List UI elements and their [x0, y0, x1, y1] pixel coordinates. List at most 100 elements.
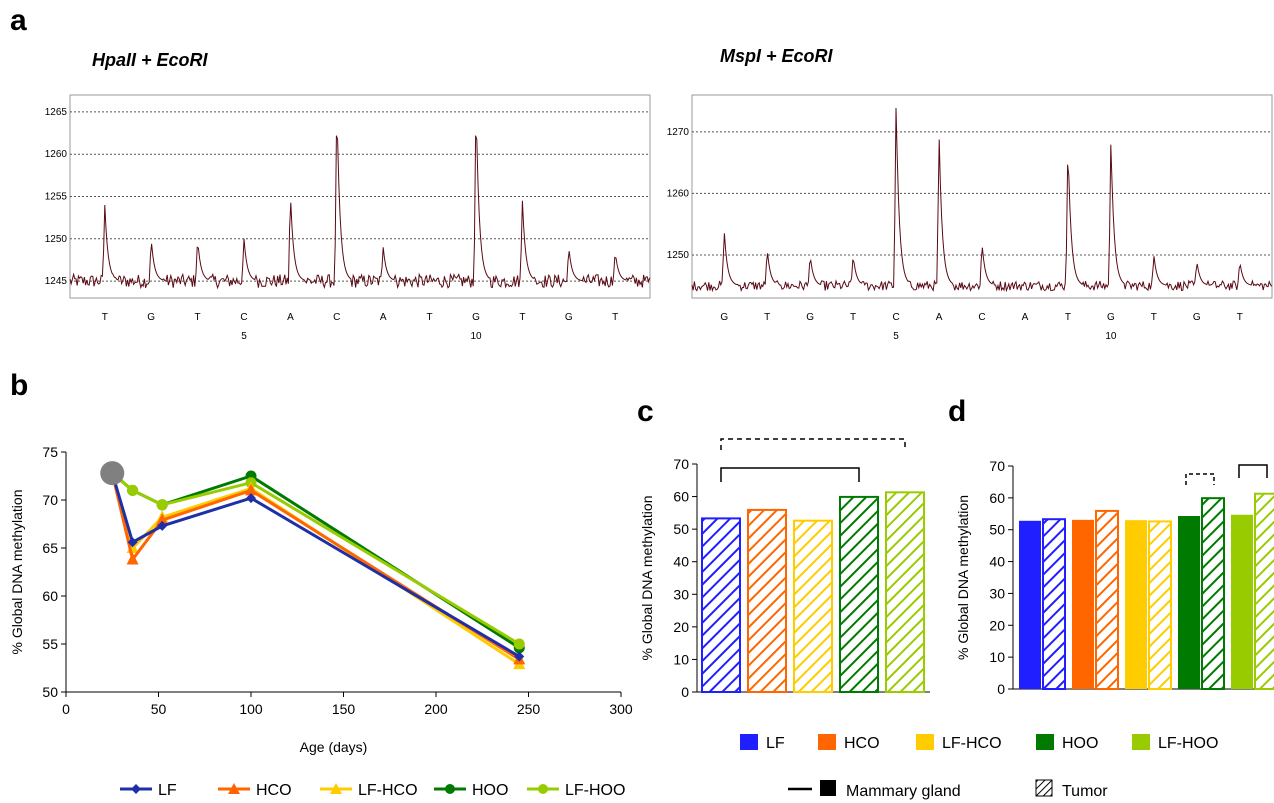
y-tick-label: 20 — [989, 617, 1005, 633]
legend-label-LF-HOO: LF-HOO — [565, 782, 625, 799]
x-tick-label: 50 — [151, 701, 167, 717]
dispensation-label: G — [806, 312, 814, 323]
y-tick-label: 70 — [673, 456, 689, 472]
data-point-HCO — [126, 552, 139, 565]
dispensation-label: T — [195, 312, 201, 323]
data-point-LF — [127, 537, 138, 548]
bar-LF-HCO — [793, 519, 833, 693]
legend-label-HOO: HOO — [1062, 735, 1098, 752]
dispensation-label: G — [720, 312, 728, 323]
dispensation-label: G — [565, 312, 573, 323]
y-tick-label: 75 — [42, 444, 58, 460]
data-point-HCO — [245, 483, 257, 496]
y-tick-label: 1260 — [667, 188, 690, 199]
legend-label-LF-HCO: LF-HCO — [358, 782, 418, 799]
x-tick-label: 0 — [62, 701, 70, 717]
position-label: 10 — [1105, 331, 1117, 342]
dispensation-label: C — [892, 312, 899, 323]
data-point-LF-HOO — [513, 638, 525, 650]
bar-mammary-HOO — [1178, 516, 1200, 689]
dispensation-label: G — [1193, 312, 1201, 323]
legend-marker-LF — [131, 784, 141, 794]
pyrogram-trace — [691, 107, 1273, 293]
y-tick-label: 70 — [989, 458, 1005, 474]
pyrogram-left-title: HpaII + EcoRI — [92, 50, 209, 70]
y-tick-label: 50 — [42, 684, 58, 700]
significance-bracket-solid — [1238, 464, 1268, 478]
legend-label-mammary: Mammary gland — [846, 783, 961, 800]
bar-LF — [701, 517, 741, 693]
legend-swatch-HOO — [1036, 734, 1054, 750]
legend-marker-LF-HCO — [330, 783, 342, 794]
legend-label-LF: LF — [766, 735, 785, 752]
mammary-solid-swatch — [820, 780, 836, 796]
y-tick-label: 0 — [997, 681, 1005, 697]
y-tick-label: 40 — [673, 554, 689, 570]
panel-label-b: b — [10, 369, 28, 402]
dispensation-label: A — [1022, 312, 1029, 323]
x-tick-label: 150 — [332, 701, 356, 717]
position-label: 5 — [893, 331, 899, 342]
y-tick-label: 40 — [989, 554, 1005, 570]
series-line-LF-HOO — [111, 471, 521, 646]
y-tick-label: 1265 — [45, 107, 68, 118]
significance-bracket-dashed — [720, 438, 906, 450]
pyrogram-trace — [69, 135, 651, 290]
bar-mammary-LF — [1019, 520, 1041, 689]
significance-bracket-solid — [720, 467, 860, 482]
legend-cd: LF HCO LF-HCO HOO LF-HOO Mammary gland Tumor — [740, 734, 1218, 800]
y-tick-label: 70 — [42, 492, 58, 508]
position-label: 5 — [241, 331, 247, 342]
legend-label-LF-HOO: LF-HOO — [1158, 735, 1218, 752]
baseline-point — [100, 461, 125, 486]
bar-tumor-HOO — [1201, 497, 1225, 690]
y-tick-label: 1250 — [45, 234, 68, 245]
legend-swatch-HCO — [818, 734, 836, 750]
tumor-hatched-swatch — [1035, 779, 1053, 797]
y-tick-label: 20 — [673, 619, 689, 635]
legend-marker-LF-HOO — [538, 784, 548, 794]
y-tick-label: 60 — [989, 490, 1005, 506]
dispensation-label: T — [519, 312, 525, 323]
legend-b: LF HCO LF-HCO HOO LF-HOO — [120, 782, 625, 799]
data-point-LF-HOO — [156, 499, 168, 511]
legend-swatch-LF — [740, 734, 758, 750]
dispensation-label: C — [978, 312, 985, 323]
dispensation-label: G — [147, 312, 155, 323]
y-axis-label: % Global DNA methylation — [639, 496, 655, 661]
bar-tumor-HCO — [1095, 509, 1119, 690]
plot-frame — [691, 94, 1273, 299]
pyrogram-right: 1250 1260 1270 G T G T C A C A T G T G T 5 10 — [667, 94, 1273, 342]
x-tick-label: 100 — [239, 701, 263, 717]
bar-mammary-LF-HOO — [1231, 514, 1253, 689]
dispensation-label: C — [333, 312, 340, 323]
dispensation-label: T — [1237, 312, 1243, 323]
dispensation-label: T — [850, 312, 856, 323]
bar-HOO — [839, 495, 879, 694]
legend-swatch-LF-HCO — [916, 734, 934, 750]
bar-HCO — [747, 508, 787, 693]
legend-swatch-LF-HOO — [1132, 734, 1150, 750]
legend-label-HCO: HCO — [844, 735, 880, 752]
bar-tumor-LF-HOO — [1254, 492, 1274, 691]
y-tick-label: 55 — [42, 636, 58, 652]
y-tick-label: 30 — [673, 586, 689, 602]
bar-chart-d: 0 10 20 30 40 50 60 70 % Global DNA methylation — [955, 458, 1274, 697]
y-tick-label: 30 — [989, 585, 1005, 601]
x-tick-label: 200 — [424, 701, 448, 717]
data-point-HCO — [156, 513, 169, 526]
legend-label-tumor: Tumor — [1062, 783, 1108, 800]
y-tick-label: 65 — [42, 540, 58, 556]
y-tick-label: 50 — [673, 521, 689, 537]
y-tick-label: 60 — [673, 489, 689, 505]
pyrogram-right-title: MspI + EcoRI — [720, 46, 834, 66]
legend-marker-HOO — [445, 784, 455, 794]
y-tick-label: 1245 — [45, 276, 68, 287]
dispensation-label: T — [1151, 312, 1157, 323]
y-axis-label: % Global DNA methylation — [955, 495, 971, 660]
dispensation-label: G — [1107, 312, 1115, 323]
legend-label-LF-HCO: LF-HCO — [942, 735, 1002, 752]
bar-mammary-HCO — [1072, 519, 1094, 689]
y-tick-label: 10 — [989, 649, 1005, 665]
